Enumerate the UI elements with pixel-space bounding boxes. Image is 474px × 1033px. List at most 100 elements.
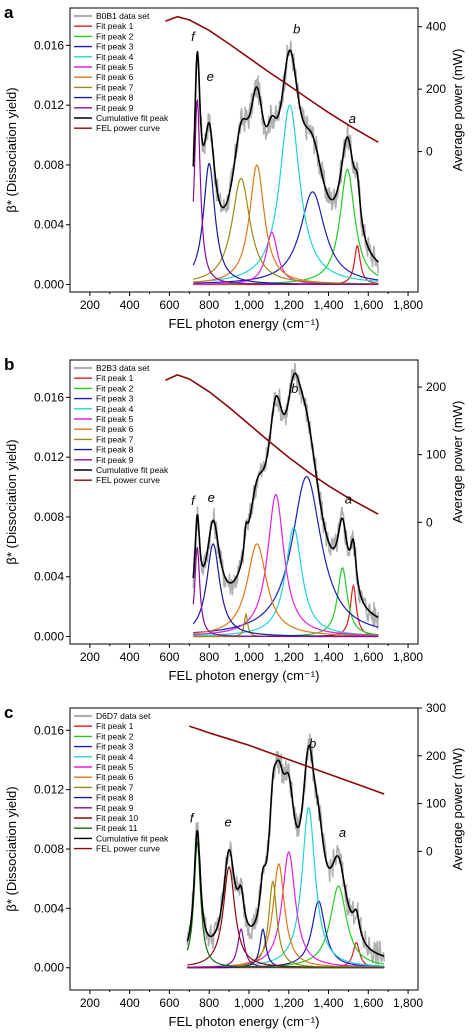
legend-label: Fit peak 8 [96,93,134,103]
peak-annotation: e [208,490,215,505]
legend-label: Fit peak 7 [96,82,134,92]
power-curve-line [165,374,379,515]
legend-label: Fit peak 9 [96,455,134,465]
legend-label: Fit peak 7 [96,782,134,792]
legend-label: Fit peak 6 [96,72,134,82]
y-tick-label: 0.016 [34,38,64,52]
legend-label: Fit peak 3 [96,394,134,404]
legend-label: Cumulative fit peak [96,113,169,123]
legend-label: Fit peak 2 [96,383,134,393]
y-axis-title: β* (Dissociation yield) [4,786,19,911]
data-set-line [192,40,380,274]
panel-label: a [4,3,14,22]
legend-label: Fit peak 4 [96,404,134,414]
x-tick-label: 1,600 [353,650,383,664]
legend-label: Fit peak 2 [96,731,134,741]
x-tick-label: 600 [159,650,179,664]
peak-annotation: f [191,29,196,44]
power-curve-line [165,15,379,143]
legend-label: Fit peak 10 [96,813,138,823]
x-tick-label: 200 [80,996,100,1010]
peak-annotation: e [207,69,214,84]
peak-annotation: a [349,111,356,126]
peak-annotation: a [345,491,352,506]
x-tick-label: 1,000 [234,650,264,664]
power-curve-line [189,725,385,795]
y2-tick-label: 200 [426,749,446,763]
y-tick-label: 0.000 [34,278,64,292]
peak-annotation: b [293,21,300,36]
data-set-line [192,362,380,630]
fit-peak-line [187,862,385,968]
legend-label: Cumulative fit peak [96,465,169,475]
plot-area [165,15,380,286]
y-tick-label: 0.008 [34,510,64,524]
legend-label: FEL power curve [96,475,160,485]
legend-label: B0B1 data set [96,11,150,21]
legend-label: Fit peak 11 [96,823,138,833]
panel-b: b 200 400 600 800 1,000 1,200 1,400 1,600 1,800 FE… [4,355,465,683]
x-tick-label: 1,800 [393,298,423,312]
fit-peak-line [193,543,379,637]
fit-peak-line [192,98,379,286]
cumulative-fit-line [186,744,385,957]
y2-tick-label: 300 [426,701,446,715]
peak-annotation: b [291,381,298,396]
legend-label: D6D7 data set [96,711,151,721]
x-tick-label: 400 [120,996,140,1010]
x-tick-label: 400 [120,298,140,312]
legend-label: Fit peak 8 [96,445,134,455]
plot-frame [69,359,419,645]
legend-label: B2B3 data set [96,363,150,373]
y-tick-label: 0.000 [34,630,64,644]
x-tick-label: 800 [199,298,219,312]
x-tick-label: 1,600 [353,298,383,312]
x-axis-title: FEL photon energy (cm⁻¹) [169,1014,320,1029]
y2-tick-label: 0 [426,145,433,159]
y2-tick-label: 100 [426,797,446,811]
peak-annotation: b [309,736,316,751]
panel-label: c [4,703,13,722]
fit-peak-line [186,841,385,969]
x-tick-label: 200 [80,298,100,312]
peak-annotation: e [224,815,231,830]
plot-area [165,362,380,638]
legend-label: Fit peak 6 [96,424,134,434]
legend-label: Fit peak 3 [96,42,134,52]
y-tick-label: 0.012 [34,783,64,797]
y-tick-label: 0.004 [34,570,64,584]
x-tick-label: 1,400 [313,996,343,1010]
panel-a: a 200 400 600 800 1,000 1,200 1,400 1,600 1,800 FE… [4,3,465,331]
x-tick-label: 600 [159,996,179,1010]
x-tick-label: 1,200 [274,650,304,664]
fit-peak-line [193,104,379,283]
fit-peak-line [193,177,379,285]
y-tick-label: 0.016 [34,723,64,737]
cumulative-fit-line [192,49,379,263]
fit-peak-line [193,191,379,284]
x-tick-label: 1,200 [274,996,304,1010]
cumulative-fit-line [192,372,379,619]
legend-label: Fit peak 5 [96,62,134,72]
y-tick-label: 0.008 [34,158,64,172]
y-tick-label: 0.008 [34,842,64,856]
legend-label: Fit peak 3 [96,742,134,752]
x-tick-label: 1,800 [393,996,423,1010]
legend-label: Fit peak 1 [96,373,134,383]
legend-label: Fit peak 9 [96,103,134,113]
panel-label: b [4,355,14,374]
y2-tick-label: 200 [426,82,446,96]
x-axis-title: FEL photon energy (cm⁻¹) [169,668,320,683]
y-tick-label: 0.012 [34,450,64,464]
legend-label: Fit peak 1 [96,21,134,31]
legend-label: Fit peak 6 [96,772,134,782]
legend-label: Fit peak 4 [96,752,134,762]
legend-label: Fit peak 4 [96,52,134,62]
legend-label: Fit peak 2 [96,31,134,41]
y2-tick-label: 0 [426,844,433,858]
y2-tick-label: 200 [426,380,446,394]
peak-annotation: f [191,493,196,508]
